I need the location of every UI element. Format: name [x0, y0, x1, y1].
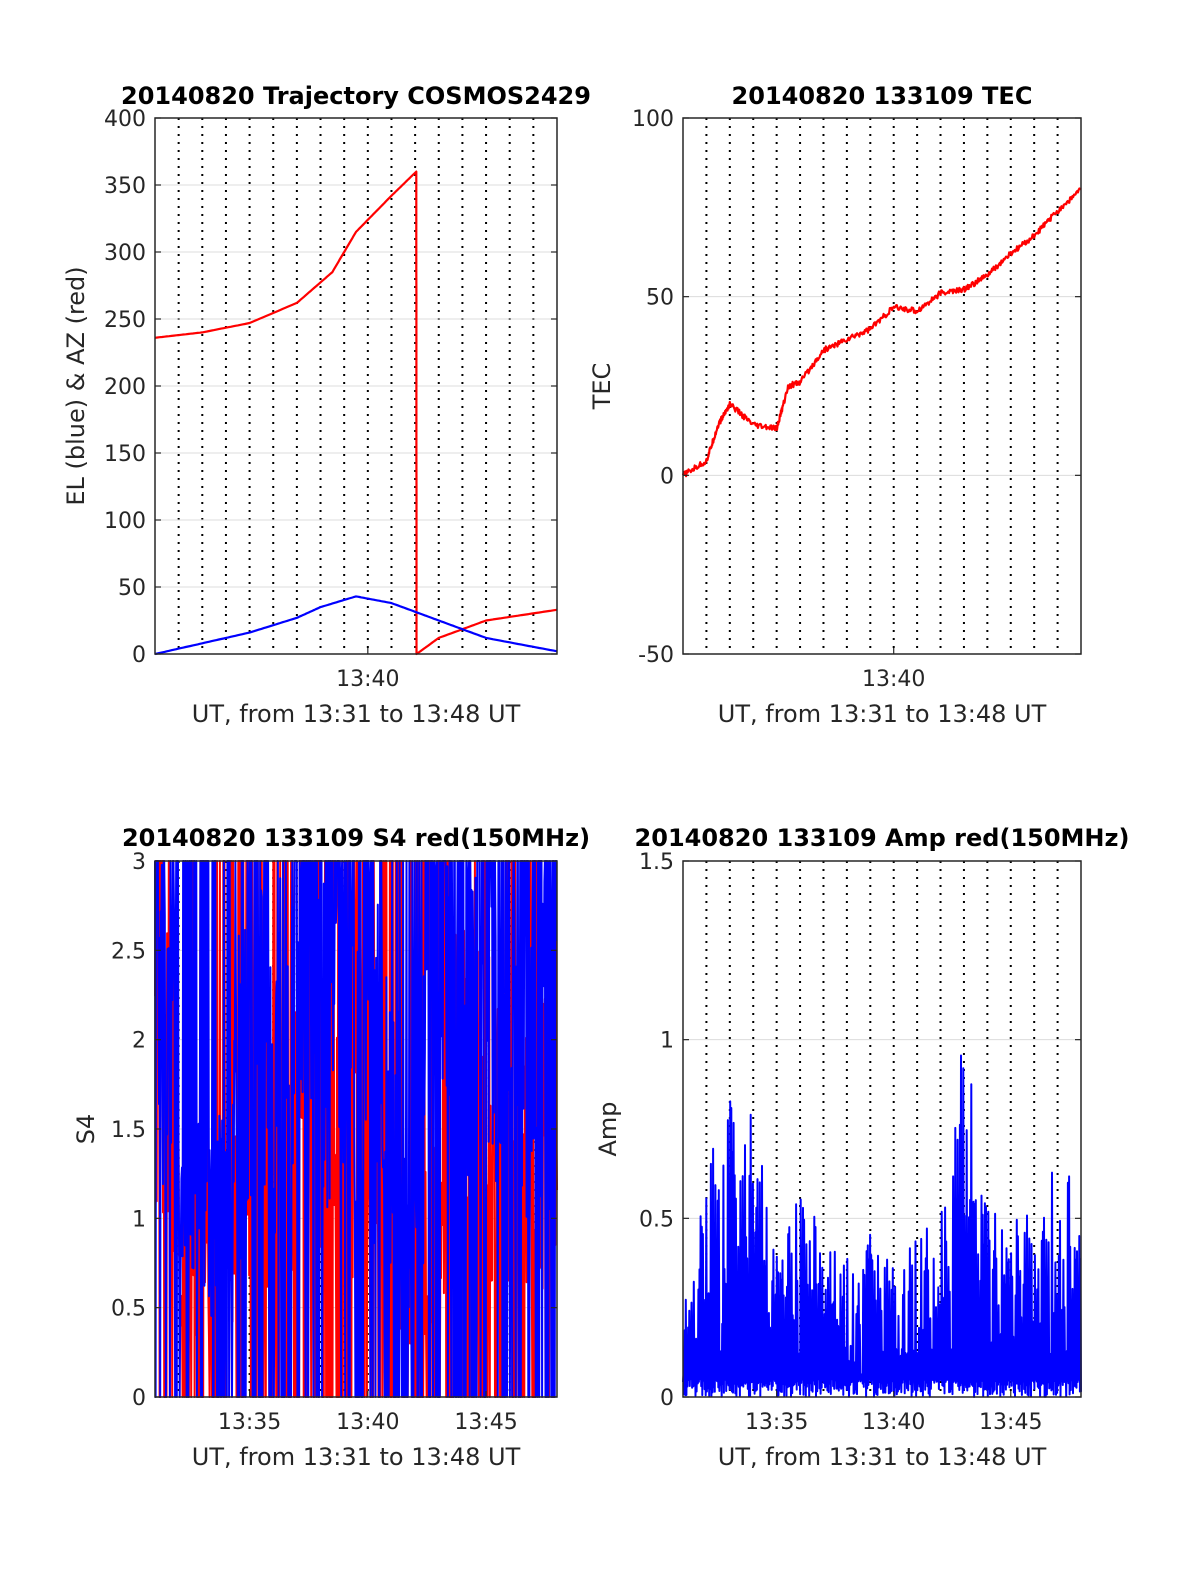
y-tick-label: 1: [660, 1029, 674, 1054]
x-tick-label: 13:45: [454, 1410, 517, 1435]
series-line-0: [682, 1054, 1082, 1398]
y-tick-label: 50: [118, 576, 146, 601]
y-tick-label: -50: [638, 643, 674, 668]
axes-box: [682, 860, 1082, 1398]
y-tick-label: 50: [646, 286, 674, 311]
y-tick-label: 150: [104, 442, 146, 467]
x-tick-label: 13:35: [745, 1410, 808, 1435]
y-tick-label: 1.5: [111, 1118, 146, 1143]
x-tick-label: 13:40: [336, 667, 399, 692]
x-tick-label: 13:40: [336, 1410, 399, 1435]
x-axis-label: UT, from 13:31 to 13:48 UT: [192, 700, 521, 728]
x-axis-label: UT, from 13:31 to 13:48 UT: [718, 700, 1047, 728]
x-tick-label: 13:35: [218, 1410, 281, 1435]
y-tick-label: 350: [104, 174, 146, 199]
y-tick-label: 0: [660, 464, 674, 489]
y-tick-label: 0: [660, 1386, 674, 1411]
series-line-0: [154, 170, 558, 656]
chart-title: 20140820 Trajectory COSMOS2429: [121, 82, 591, 110]
panel-s4: 0 0.5 1 1.5 2 2.5 3 13:35 13:40 13:45 20140820 13…: [72, 824, 590, 1471]
y-tick-label: 0: [132, 1386, 146, 1411]
y-axis-label: EL (blue) & AZ (red): [62, 266, 90, 505]
vertical-dotted-grid: [705, 118, 1059, 654]
panel-amp: 0 0.5 1 1.5 13:35 13:40 13:45 20140820 133109 …: [594, 824, 1129, 1471]
y-tick-label: 250: [104, 308, 146, 333]
y-tick-label: 400: [104, 107, 146, 132]
y-tick-label: 0.5: [639, 1207, 674, 1232]
tick-labels: 0 0.5 1 1.5 2 2.5 3 13:35 13:40 13:45: [111, 850, 557, 1435]
axes-box: [682, 117, 1082, 655]
y-tick-label: 1.5: [639, 850, 674, 875]
y-tick-label: 0: [132, 643, 146, 668]
series-line-0: [681, 187, 1082, 478]
series-group: [681, 187, 1082, 478]
y-tick-label: 1: [132, 1207, 146, 1232]
tick-labels: 0 50 100 150 200 250 300 350 400 13:40: [104, 107, 557, 692]
series-line-1: [154, 595, 558, 656]
panel-trajectory: 0 50 100 150 200 250 300 350 400 13:40 20140820 T…: [62, 82, 591, 728]
series-group: [682, 1054, 1082, 1398]
y-tick-label: 3: [132, 850, 146, 875]
y-tick-label: 2: [132, 1029, 146, 1054]
vertical-dotted-grid: [705, 861, 1059, 1397]
tick-labels: 0 0.5 1 1.5 13:35 13:40 13:45: [639, 850, 1081, 1435]
panel-tec: -50 0 50 100 13:40 20140820 133109 TEC UT, f…: [588, 82, 1082, 728]
x-tick-label: 13:40: [862, 667, 925, 692]
series-group: [154, 170, 558, 656]
y-axis-label: TEC: [588, 363, 616, 411]
y-axis-label: Amp: [594, 1101, 622, 1156]
x-tick-label: 13:45: [979, 1410, 1042, 1435]
x-tick-label: 13:40: [862, 1410, 925, 1435]
y-tick-label: 200: [104, 375, 146, 400]
y-tick-label: 100: [632, 107, 674, 132]
x-axis-label: UT, from 13:31 to 13:48 UT: [192, 1443, 521, 1471]
y-tick-label: 300: [104, 241, 146, 266]
tick-labels: -50 0 50 100 13:40: [632, 107, 1081, 692]
y-tick-label: 100: [104, 509, 146, 534]
chart-title: 20140820 133109 S4 red(150MHz): [122, 824, 590, 852]
y-tick-label: 2.5: [111, 939, 146, 964]
chart-title: 20140820 133109 Amp red(150MHz): [635, 824, 1130, 852]
y-tick-label: 0.5: [111, 1297, 146, 1322]
y-axis-label: S4: [72, 1114, 100, 1145]
x-axis-label: UT, from 13:31 to 13:48 UT: [718, 1443, 1047, 1471]
vertical-dotted-grid: [177, 118, 535, 654]
chart-title: 20140820 133109 TEC: [732, 82, 1033, 110]
